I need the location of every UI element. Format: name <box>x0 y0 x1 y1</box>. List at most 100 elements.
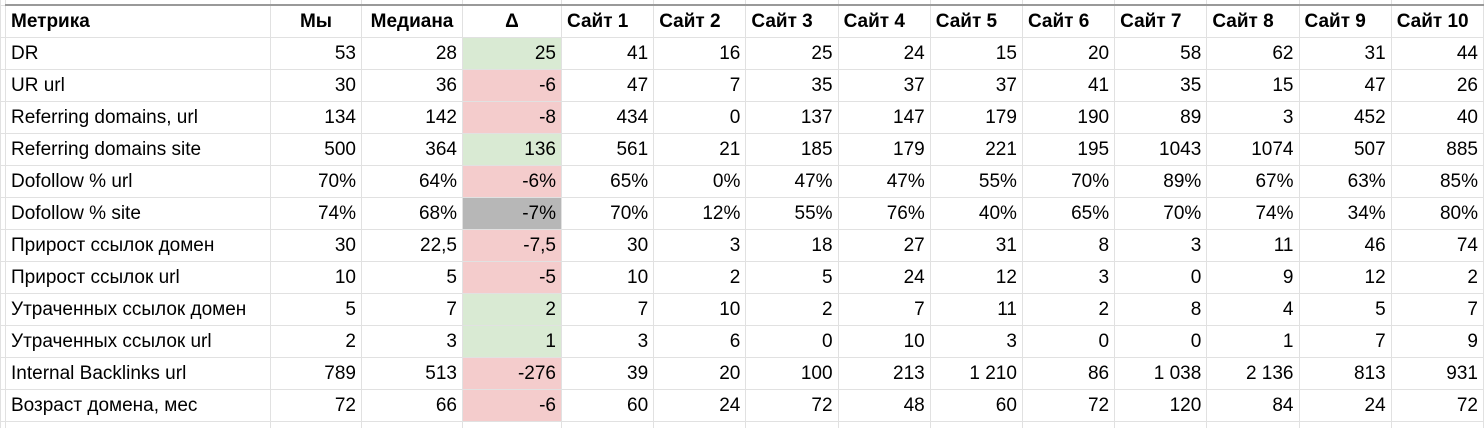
site-cell[interactable]: 20 <box>1021 36 1116 70</box>
we-cell[interactable]: 30 <box>270 228 362 262</box>
site-cell[interactable]: 2 <box>1390 260 1484 294</box>
site-cell[interactable]: 185 <box>745 132 839 166</box>
site-cell[interactable]: 41 <box>1021 68 1116 102</box>
delta-cell[interactable]: -7% <box>462 196 562 230</box>
site-cell[interactable]: 89 <box>1114 100 1208 134</box>
site-cell[interactable]: 85% <box>1390 164 1484 198</box>
site-cell[interactable]: 5 <box>745 260 839 294</box>
we-cell[interactable]: 2 <box>270 324 362 358</box>
column-header-site-4[interactable]: Сайт 4 <box>837 4 931 38</box>
site-cell[interactable]: 16 <box>653 36 747 70</box>
site-cell[interactable]: 3 <box>929 324 1023 358</box>
site-cell[interactable]: 195 <box>1021 132 1116 166</box>
median-cell[interactable]: 513 <box>361 356 463 390</box>
site-cell[interactable]: 35 <box>1114 68 1208 102</box>
site-cell[interactable]: 8 <box>1021 228 1116 262</box>
we-cell[interactable]: 74% <box>270 196 362 230</box>
metric-cell[interactable]: Dofollow % url <box>5 164 271 198</box>
site-cell[interactable]: 18 <box>745 228 839 262</box>
column-header-delta[interactable]: Δ <box>462 4 562 38</box>
site-cell[interactable]: 3 <box>1114 228 1208 262</box>
metric-cell[interactable]: Утраченных ссылок домен <box>5 292 271 326</box>
site-cell[interactable]: 58 <box>1114 36 1208 70</box>
metric-cell[interactable]: Утраченных ссылок url <box>5 324 271 358</box>
site-cell[interactable]: 47% <box>745 164 839 198</box>
site-cell[interactable]: 2 <box>745 292 839 326</box>
site-cell[interactable]: 62 <box>1206 36 1300 70</box>
site-cell[interactable]: 10 <box>653 292 747 326</box>
site-cell[interactable]: 41 <box>560 36 655 70</box>
site-cell[interactable]: 2 <box>653 260 747 294</box>
site-cell[interactable]: 190 <box>1021 100 1116 134</box>
site-cell[interactable]: 0 <box>1021 324 1116 358</box>
we-cell[interactable]: 70% <box>270 164 362 198</box>
metric-cell[interactable]: Referring domains site <box>5 132 271 166</box>
column-header-site-7[interactable]: Сайт 7 <box>1114 4 1208 38</box>
site-cell[interactable]: 1 210 <box>929 356 1023 390</box>
site-cell[interactable]: 452 <box>1298 100 1392 134</box>
site-cell[interactable]: 20 <box>653 356 747 390</box>
site-cell[interactable]: 37 <box>929 68 1023 102</box>
metric-cell[interactable]: Internal Backlinks url <box>5 356 271 390</box>
site-cell[interactable]: 70% <box>560 196 655 230</box>
site-cell[interactable]: 70% <box>1021 164 1116 198</box>
site-cell[interactable]: 1074 <box>1206 132 1300 166</box>
delta-cell[interactable]: 25 <box>462 36 562 70</box>
site-cell[interactable]: 7 <box>653 68 747 102</box>
site-cell[interactable]: 27 <box>837 228 931 262</box>
site-cell[interactable]: 47 <box>1298 68 1392 102</box>
median-cell[interactable]: 28 <box>361 36 463 70</box>
site-cell[interactable]: 72 <box>745 388 839 422</box>
site-cell[interactable]: 11 <box>1206 228 1300 262</box>
site-cell[interactable]: 47% <box>837 164 931 198</box>
delta-cell[interactable]: -5 <box>462 260 562 294</box>
site-cell[interactable]: 24 <box>653 388 747 422</box>
column-header-site-8[interactable]: Сайт 8 <box>1206 4 1300 38</box>
delta-cell[interactable]: 1 <box>462 324 562 358</box>
delta-cell[interactable]: -6% <box>462 164 562 198</box>
site-cell[interactable]: 3 <box>1206 100 1300 134</box>
site-cell[interactable]: 120 <box>1114 388 1208 422</box>
site-cell[interactable]: 12 <box>929 260 1023 294</box>
column-header-site-1[interactable]: Сайт 1 <box>560 4 655 38</box>
median-cell[interactable]: 68% <box>361 196 463 230</box>
median-cell[interactable]: 364 <box>361 132 463 166</box>
site-cell[interactable]: 40 <box>1390 100 1484 134</box>
site-cell[interactable]: 21 <box>653 132 747 166</box>
median-cell[interactable]: 22,5 <box>361 228 463 262</box>
site-cell[interactable]: 48 <box>837 388 931 422</box>
delta-cell[interactable]: -6 <box>462 388 562 422</box>
site-cell[interactable]: 67% <box>1206 164 1300 198</box>
site-cell[interactable]: 221 <box>929 132 1023 166</box>
site-cell[interactable]: 39 <box>560 356 655 390</box>
delta-cell[interactable]: 2 <box>462 292 562 326</box>
delta-cell[interactable]: -6 <box>462 68 562 102</box>
site-cell[interactable]: 60 <box>560 388 655 422</box>
site-cell[interactable]: 0% <box>653 164 747 198</box>
site-cell[interactable]: 24 <box>837 36 931 70</box>
median-cell[interactable]: 7 <box>361 292 463 326</box>
median-cell[interactable]: 142 <box>361 100 463 134</box>
site-cell[interactable]: 931 <box>1390 356 1484 390</box>
site-cell[interactable]: 70% <box>1114 196 1208 230</box>
site-cell[interactable]: 10 <box>560 260 655 294</box>
site-cell[interactable]: 6 <box>653 324 747 358</box>
site-cell[interactable]: 31 <box>929 228 1023 262</box>
site-cell[interactable]: 60 <box>929 388 1023 422</box>
column-header-site-10[interactable]: Сайт 10 <box>1390 4 1484 38</box>
site-cell[interactable]: 55% <box>929 164 1023 198</box>
column-header-site-6[interactable]: Сайт 6 <box>1021 4 1116 38</box>
site-cell[interactable]: 0 <box>1114 324 1208 358</box>
site-cell[interactable]: 35 <box>745 68 839 102</box>
median-cell[interactable]: 36 <box>361 68 463 102</box>
site-cell[interactable]: 1 <box>1206 324 1300 358</box>
column-header-site-2[interactable]: Сайт 2 <box>653 4 747 38</box>
site-cell[interactable]: 31 <box>1298 36 1392 70</box>
site-cell[interactable]: 25 <box>745 36 839 70</box>
we-cell[interactable]: 5 <box>270 292 362 326</box>
site-cell[interactable]: 7 <box>1298 324 1392 358</box>
site-cell[interactable]: 1 038 <box>1114 356 1208 390</box>
we-cell[interactable]: 72 <box>270 388 362 422</box>
site-cell[interactable]: 179 <box>837 132 931 166</box>
site-cell[interactable]: 37 <box>837 68 931 102</box>
